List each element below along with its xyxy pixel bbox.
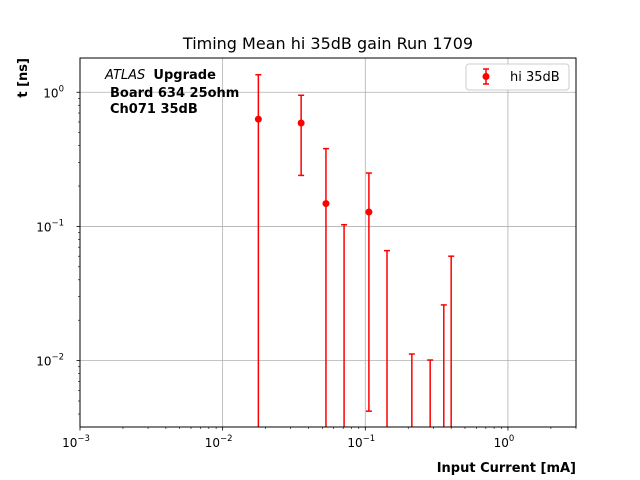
data-point [254,115,262,123]
annotation-upgrade: Upgrade [153,68,216,83]
data-point [365,208,373,216]
legend-marker [482,73,490,80]
annotation: ATLAS Upgrade Board 634 25ohm Ch071 35dB [104,68,239,117]
legend: hi 35dB [465,63,570,91]
plot-frame [79,57,577,428]
legend-box [465,63,570,91]
chart-title: Timing Mean hi 35dB gain Run 1709 [182,34,473,53]
series-layer [254,74,455,427]
y-axis-label: t [ns] [16,58,31,98]
x-axis-label: Input Current [mA] [437,461,576,476]
data-point [322,200,330,208]
annotation-atlas: ATLAS [104,68,145,83]
annotation-line3: Ch071 35dB [110,102,198,117]
svg-text:ATLAS Upgrade: ATLAS Upgrade [104,68,216,83]
minor-ticks [76,91,577,431]
annotation-line2: Board 634 25ohm [110,86,239,101]
data-point [297,119,305,127]
legend-label: hi 35dB [510,70,560,85]
grid [80,58,576,427]
